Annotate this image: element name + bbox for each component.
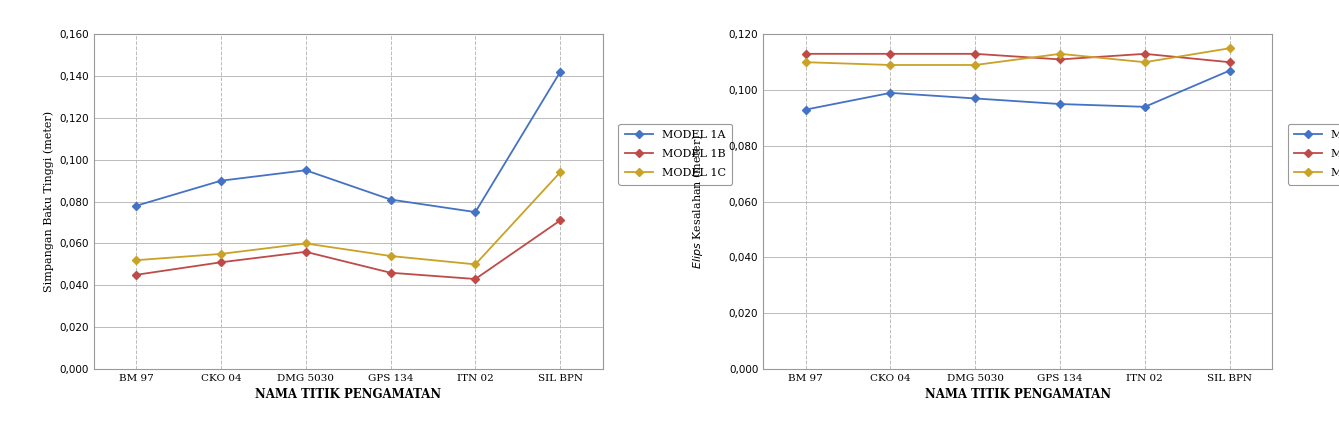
MODEL 1B <box>967 51 983 56</box>
MODEL 1B <box>1052 57 1069 62</box>
Line: MODEL 1C: MODEL 1C <box>134 169 562 267</box>
MODEL 1A <box>1221 68 1237 73</box>
X-axis label: NAMA TITIK PENGAMATAN: NAMA TITIK PENGAMATAN <box>924 388 1111 402</box>
MODEL 1B <box>882 51 898 56</box>
MODEL 1C <box>129 257 145 263</box>
MODEL 1A <box>213 178 229 183</box>
Legend: MODEL 1A, MODEL 1B, MODEL 1C: MODEL 1A, MODEL 1B, MODEL 1C <box>619 124 732 184</box>
MODEL 1A <box>383 197 399 202</box>
MODEL 1C <box>213 251 229 257</box>
MODEL 1B <box>467 276 483 281</box>
MODEL 1B <box>1221 60 1237 65</box>
MODEL 1C <box>552 170 568 175</box>
MODEL 1B <box>552 218 568 223</box>
MODEL 1A <box>297 168 313 173</box>
MODEL 1C <box>882 62 898 67</box>
MODEL 1B <box>129 272 145 278</box>
Line: MODEL 1A: MODEL 1A <box>134 69 562 215</box>
Legend: MODEL 1A, MODEL 1B, MODEL 1C: MODEL 1A, MODEL 1B, MODEL 1C <box>1288 124 1339 184</box>
Line: MODEL 1B: MODEL 1B <box>803 51 1232 65</box>
MODEL 1B <box>1137 51 1153 56</box>
MODEL 1A <box>467 209 483 214</box>
MODEL 1C <box>967 62 983 67</box>
MODEL 1C <box>297 241 313 246</box>
Line: MODEL 1C: MODEL 1C <box>803 45 1232 68</box>
MODEL 1A <box>1137 104 1153 109</box>
MODEL 1C <box>383 254 399 259</box>
MODEL 1A <box>129 203 145 208</box>
Y-axis label: Simpangan Baku Tinggi (meter): Simpangan Baku Tinggi (meter) <box>43 111 54 292</box>
MODEL 1A <box>967 96 983 101</box>
Text: $\it{Elips}$ Kesalahan (meter): $\it{Elips}$ Kesalahan (meter) <box>690 134 704 269</box>
MODEL 1C <box>1221 45 1237 51</box>
MODEL 1B <box>213 260 229 265</box>
MODEL 1B <box>798 51 814 56</box>
MODEL 1C <box>1052 51 1069 56</box>
MODEL 1B <box>383 270 399 275</box>
MODEL 1B <box>297 249 313 254</box>
MODEL 1C <box>1137 60 1153 65</box>
MODEL 1A <box>1052 101 1069 106</box>
MODEL 1C <box>798 60 814 65</box>
Line: MODEL 1B: MODEL 1B <box>134 218 562 282</box>
MODEL 1C <box>467 262 483 267</box>
Line: MODEL 1A: MODEL 1A <box>803 68 1232 112</box>
X-axis label: NAMA TITIK PENGAMATAN: NAMA TITIK PENGAMATAN <box>254 388 442 402</box>
MODEL 1A <box>882 90 898 95</box>
MODEL 1A <box>552 69 568 75</box>
MODEL 1A <box>798 107 814 112</box>
